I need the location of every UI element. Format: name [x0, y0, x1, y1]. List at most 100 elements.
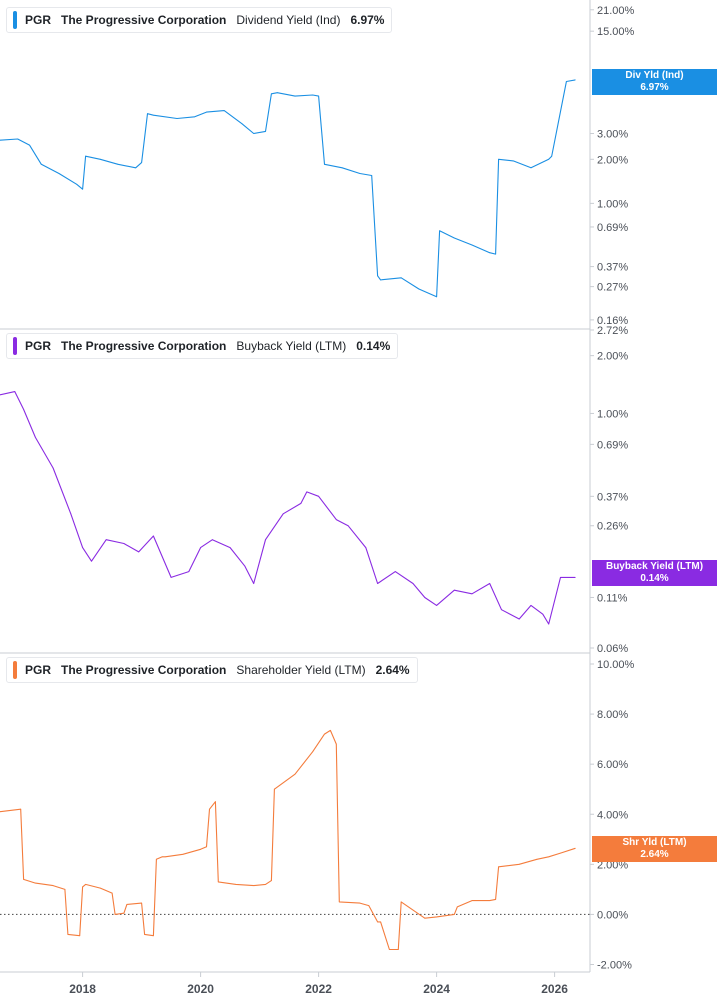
data-point	[135, 167, 137, 169]
data-point	[548, 856, 550, 858]
y-tick-label: 4.00%	[597, 809, 628, 821]
data-point	[453, 589, 455, 591]
legend-company: The Progressive Corporation	[61, 339, 227, 353]
y-tick-label: -2.00%	[597, 959, 632, 971]
data-point	[574, 79, 576, 81]
data-point	[489, 252, 491, 254]
legend-value: 6.97%	[350, 13, 385, 27]
data-point	[123, 912, 125, 914]
data-point	[244, 565, 246, 567]
data-point	[536, 858, 538, 860]
data-point	[153, 114, 154, 116]
data-point	[200, 848, 202, 850]
data-point	[223, 110, 225, 111]
data-point	[330, 730, 331, 731]
y-tick-label: 0.00%	[597, 909, 628, 921]
data-point	[29, 144, 30, 146]
legend-ticker: PGR	[25, 663, 52, 677]
data-point	[117, 163, 119, 165]
data-point	[52, 467, 54, 469]
data-point	[265, 131, 266, 132]
y-tick-label: 10.00%	[597, 659, 635, 671]
data-point	[99, 887, 101, 889]
data-point	[566, 81, 567, 82]
x-tick-label: 2020	[187, 982, 214, 996]
legend-dividend-yield: PGR The Progressive Corporation Dividend…	[6, 7, 393, 33]
data-point	[176, 118, 178, 119]
data-point	[79, 935, 81, 937]
y-tick-label: 0.16%	[597, 315, 628, 327]
data-point	[35, 882, 36, 884]
data-point	[144, 934, 146, 935]
series-color-swatch	[13, 11, 17, 29]
data-point	[20, 808, 22, 810]
data-point	[209, 808, 210, 810]
data-point	[164, 856, 166, 858]
legend-buyback-yield: PGR The Progressive Corporation Buyback …	[6, 333, 399, 359]
y-tick-label: 21.00%	[597, 5, 635, 17]
data-point	[114, 914, 116, 915]
data-point	[471, 900, 473, 901]
data-point	[91, 560, 92, 562]
x-tick-label: 2026	[541, 982, 568, 996]
axis-layer: 21.00% 15.00% 3.00% 2.00% 1.00% 0.69% 0.37% 0.2…	[0, 0, 635, 996]
data-point	[436, 296, 437, 298]
data-point	[418, 288, 420, 290]
data-point	[359, 902, 361, 904]
x-tick-label: 2018	[69, 982, 96, 996]
data-point	[241, 123, 243, 125]
data-point	[111, 892, 113, 894]
data-point	[530, 167, 532, 169]
data-point	[70, 513, 72, 515]
data-point	[400, 277, 402, 279]
tag-label: Div Yld (Ind)	[625, 70, 684, 81]
data-point	[489, 583, 491, 584]
data-point	[512, 160, 514, 162]
data-point	[300, 503, 302, 504]
data-point	[276, 92, 278, 94]
data-point	[206, 846, 207, 848]
data-point	[82, 547, 83, 548]
data-point	[371, 175, 373, 176]
data-point	[76, 183, 78, 185]
data-point	[548, 623, 550, 625]
y-tick-label: 0.37%	[597, 491, 628, 503]
data-point	[518, 618, 520, 620]
data-point	[85, 884, 86, 885]
data-point	[206, 111, 207, 113]
data-point	[341, 167, 343, 169]
data-point	[82, 188, 83, 190]
data-point	[347, 525, 349, 527]
data-point	[412, 583, 414, 584]
data-point	[99, 158, 101, 160]
y-tick-label: 0.69%	[597, 439, 628, 451]
data-point	[271, 880, 272, 881]
legend-value: 0.14%	[356, 339, 391, 353]
data-point	[548, 158, 550, 160]
data-point	[35, 437, 36, 438]
y-tick-label: 0.06%	[597, 643, 628, 655]
data-point	[282, 513, 284, 515]
legend-shareholder-yield: PGR The Progressive Corporation Sharehol…	[6, 657, 418, 683]
y-tick-label: 0.37%	[597, 262, 628, 274]
data-point	[294, 773, 296, 775]
data-point	[85, 155, 86, 157]
y-tick-label: 0.26%	[597, 521, 628, 533]
data-point	[335, 519, 337, 520]
data-point	[324, 733, 325, 735]
tag-label: Shr Yld (LTM)	[622, 837, 687, 848]
data-point	[424, 597, 426, 598]
data-point	[271, 93, 272, 95]
y-tick-label: 0.11%	[597, 592, 628, 604]
data-point	[141, 902, 143, 904]
data-point	[23, 879, 24, 880]
data-point	[215, 801, 216, 803]
data-point	[394, 571, 396, 572]
data-point	[456, 906, 458, 908]
data-point	[338, 901, 340, 903]
data-point	[518, 863, 520, 865]
data-point	[126, 904, 128, 905]
series-line	[0, 79, 576, 298]
data-point	[359, 173, 361, 174]
